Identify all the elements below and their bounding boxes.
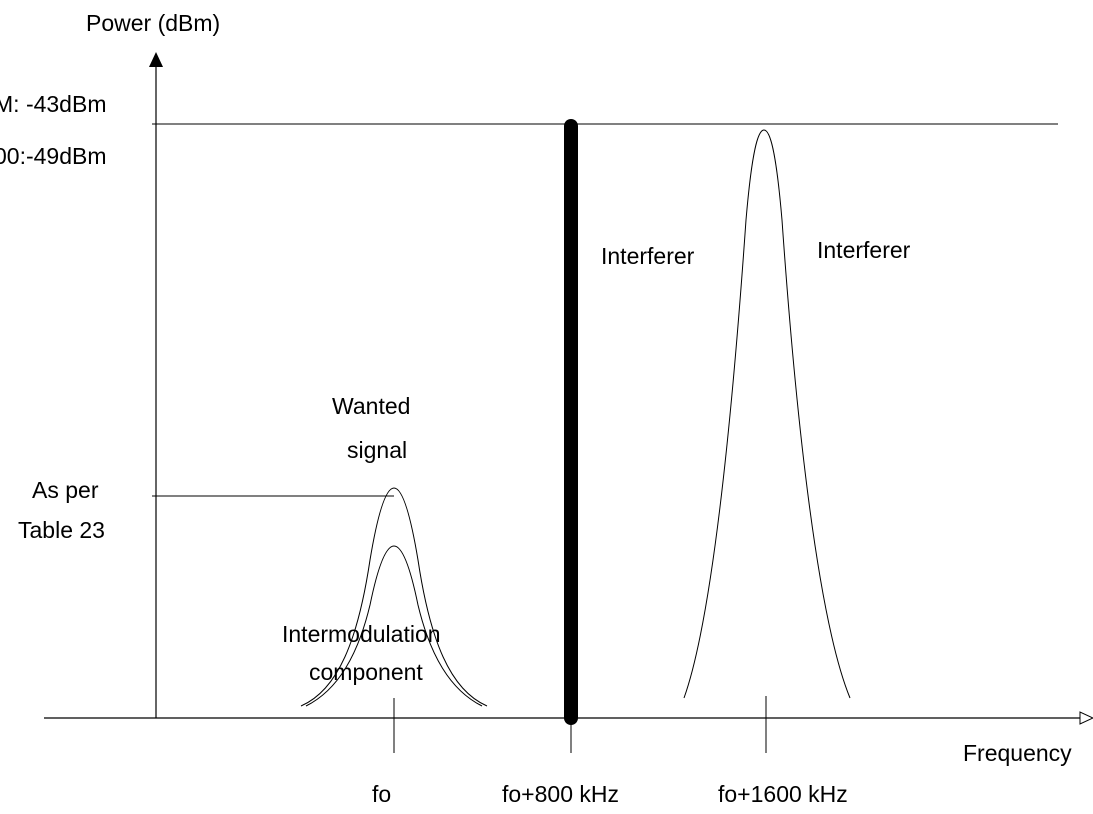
tick-label-fo: fo	[372, 781, 391, 807]
intermod-label-1: Intermodulation	[282, 621, 441, 647]
wanted-signal-label-2: signal	[347, 437, 407, 463]
tick-label-fo-800: fo+800 kHz	[502, 781, 619, 807]
intermod-label-2: component	[309, 659, 423, 685]
wanted-signal-curve	[300, 487, 488, 707]
top-level-label-1: M: -43dBm	[0, 91, 106, 117]
y-axis-label: Power (dBm)	[86, 10, 220, 36]
x-axis-label: Frequency	[963, 740, 1072, 766]
intermodulation-curve	[305, 545, 483, 707]
top-level-label-2: 00:-49dBm	[0, 143, 107, 169]
interferer-800-label: Interferer	[601, 243, 695, 269]
interferer-1600-curve	[683, 129, 851, 699]
y-axis-arrowhead	[149, 52, 163, 67]
wanted-signal-label-1: Wanted	[332, 393, 410, 419]
reference-level-label-1: As per	[32, 477, 99, 503]
reference-level-label-2: Table 23	[18, 517, 105, 543]
x-axis-arrowhead	[1079, 711, 1093, 725]
interferer-1600-label: Interferer	[817, 237, 911, 263]
tick-label-fo-1600: fo+1600 kHz	[718, 781, 848, 807]
